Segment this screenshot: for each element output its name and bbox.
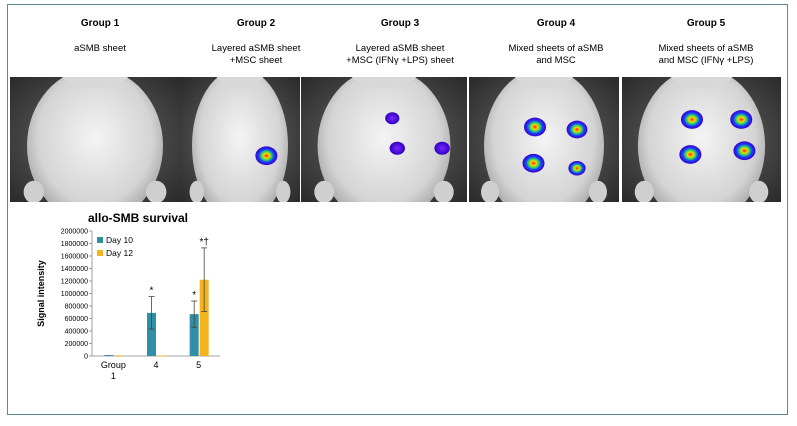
x-tick-label: 5 bbox=[196, 360, 201, 370]
group-4-image bbox=[469, 77, 619, 202]
bioluminescence-spot bbox=[524, 117, 546, 137]
bioluminescence-spot bbox=[566, 120, 588, 139]
group-4-description: Mixed sheets of aSMB and MSC bbox=[508, 43, 604, 66]
bioluminescence-spot bbox=[255, 146, 278, 166]
error-bar bbox=[201, 247, 208, 313]
bioluminescence-spot bbox=[679, 145, 702, 164]
figure-frame: Group 1 Group 2 Group 3 Group 4 Group 5 … bbox=[7, 4, 788, 415]
y-axis-label: Signal intensity bbox=[36, 260, 46, 327]
y-tick-label: 400000 bbox=[65, 329, 88, 336]
error-bar bbox=[148, 296, 155, 330]
bioluminescence-spot bbox=[680, 110, 703, 129]
bioluminescence-spot bbox=[385, 112, 400, 125]
legend-item: Day 12 bbox=[97, 248, 133, 258]
y-tick-label: 1400000 bbox=[61, 266, 88, 273]
significance-marker: * bbox=[192, 290, 196, 301]
bar-day-10 bbox=[104, 355, 114, 356]
bar-day-12 bbox=[114, 355, 124, 357]
group-3-description: Layered aSMB sheet +MSC (IFNγ +LPS) shee… bbox=[346, 43, 454, 66]
y-tick-label: 1600000 bbox=[61, 254, 88, 261]
y-tick-label: 0 bbox=[84, 354, 88, 361]
group-4-title: Group 4 bbox=[536, 18, 576, 29]
y-tick-label: 1000000 bbox=[61, 291, 88, 298]
bioluminescence-spot bbox=[522, 153, 545, 173]
legend-item: Day 10 bbox=[97, 235, 133, 245]
group-1-description: aSMB sheet bbox=[74, 43, 126, 54]
y-tick-label: 1200000 bbox=[61, 279, 88, 286]
group-5-image bbox=[622, 77, 781, 202]
bioluminescence-spot bbox=[434, 141, 450, 155]
group-1-image bbox=[10, 77, 180, 202]
svg-text:Day 10: Day 10 bbox=[106, 235, 133, 245]
error-bar bbox=[191, 300, 198, 328]
bioluminescence-spot bbox=[730, 110, 753, 129]
bioluminescence-spot bbox=[568, 160, 586, 176]
group-5-title: Group 5 bbox=[686, 18, 726, 29]
group-3-title: Group 3 bbox=[380, 18, 420, 29]
bar-day-12 bbox=[199, 279, 209, 356]
y-tick-label: 800000 bbox=[65, 304, 88, 311]
x-tick-label: Group bbox=[101, 360, 126, 370]
x-tick-label: 4 bbox=[153, 360, 158, 370]
bioluminescence-spot bbox=[733, 141, 756, 161]
chart-title: allo-SMB survival bbox=[88, 211, 188, 225]
group-2-image bbox=[180, 77, 300, 202]
group-3-image bbox=[301, 77, 467, 202]
survival-bar-chart: allo-SMB survival Signal intensity 0 200000… bbox=[36, 211, 220, 381]
y-tick-label: 600000 bbox=[65, 316, 88, 323]
bar-day-10 bbox=[189, 314, 199, 356]
bar-day-12 bbox=[157, 355, 166, 357]
bioluminescence-spot bbox=[389, 141, 405, 155]
y-tick-label: 2000000 bbox=[61, 229, 88, 236]
significance-marker: * bbox=[150, 286, 154, 297]
group-5-description: Mixed sheets of aSMB and MSC (IFNγ +LPS) bbox=[658, 43, 754, 66]
svg-text:Day 12: Day 12 bbox=[106, 248, 133, 258]
significance-marker: *† bbox=[199, 237, 208, 248]
x-tick-label: 1 bbox=[111, 371, 116, 381]
bar-day-10 bbox=[147, 312, 156, 356]
y-tick-label: 1800000 bbox=[61, 241, 88, 248]
group-1-title: Group 1 bbox=[80, 18, 120, 29]
group-2-description: Layered aSMB sheet +MSC sheet bbox=[211, 43, 301, 66]
y-tick-label: 200000 bbox=[65, 341, 88, 348]
group-2-title: Group 2 bbox=[236, 18, 276, 29]
